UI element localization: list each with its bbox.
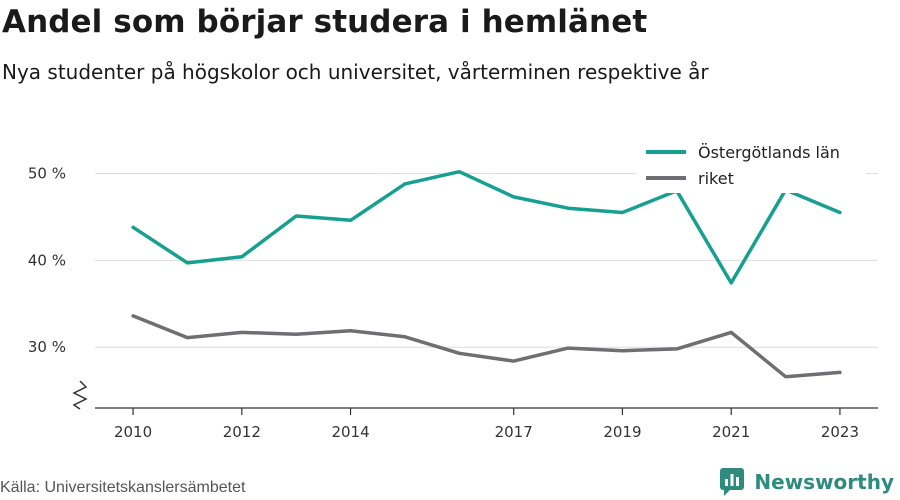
series-lines [131,169,842,379]
chart-subtitle: Nya studenter på högskolor och universit… [2,60,709,84]
legend-background [636,137,866,193]
y-tick-label: 40 % [28,251,66,269]
chart-title: Andel som börjar studera i hemlänet [2,4,648,40]
x-tick-label: 2017 [495,423,533,441]
y-tick-label: 50 % [28,164,66,182]
y-axis-tick-labels: 30 % 40 % 50 % [28,164,66,356]
brand: Newsworthy [720,468,894,496]
legend-label-2: riket [698,169,734,188]
x-axis: 2010 2012 2014 2017 2019 2021 2023 [95,407,878,441]
x-tick-label: 2023 [821,423,859,441]
bar-chart-logo-icon [720,468,745,496]
legend-label-1: Östergötlands län [698,143,840,162]
series-line-2 [131,314,842,379]
y-tick-label: 30 % [28,338,66,356]
source-note: Källa: Universitetskanslersämbetet [0,479,246,496]
x-tick-label: 2012 [223,423,261,441]
axis-break-icon [72,380,88,410]
x-tick-label: 2010 [114,423,152,441]
x-tick-label: 2021 [712,423,750,441]
legend: Östergötlands län riket [636,137,866,193]
x-tick-label: 2014 [331,423,369,441]
series-line-1 [131,169,842,285]
brand-name: Newsworthy [754,470,894,494]
x-tick-label: 2019 [603,423,641,441]
